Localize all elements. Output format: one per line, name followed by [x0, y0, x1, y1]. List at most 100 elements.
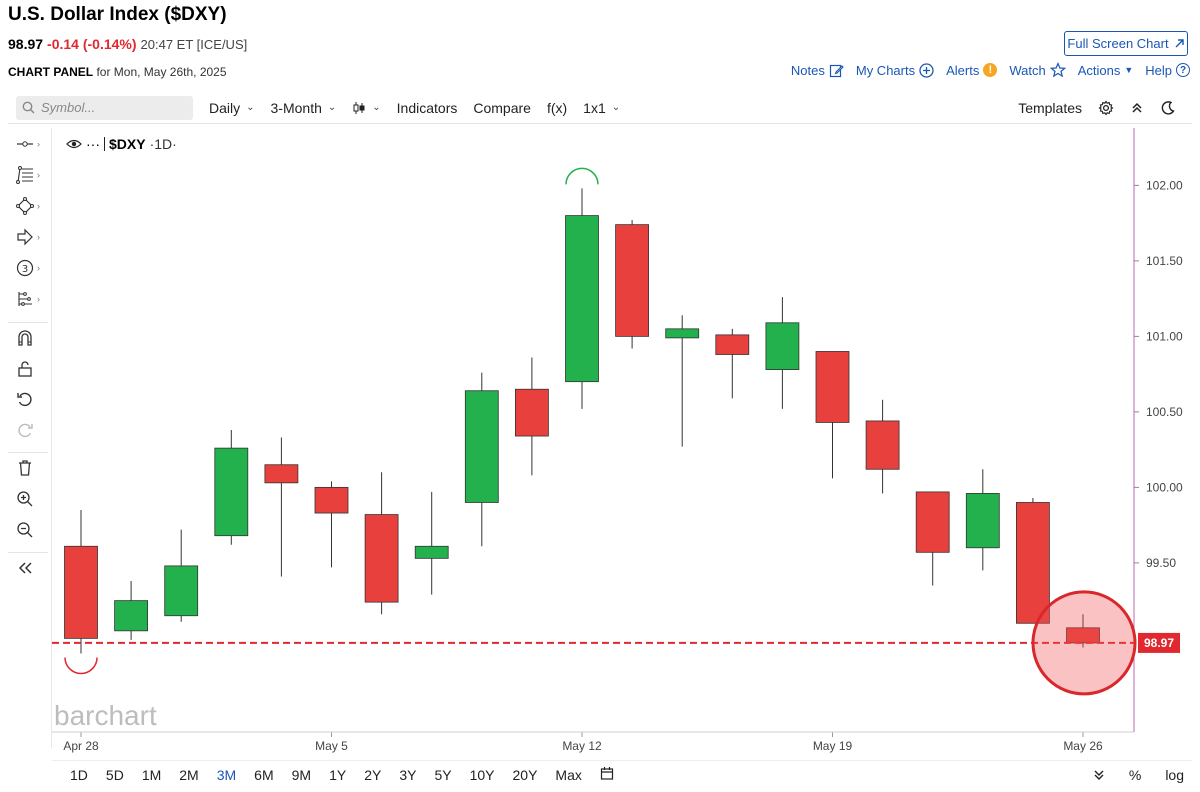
symbol-search-input[interactable]: Symbol...: [16, 95, 193, 120]
help-label: Help: [1145, 62, 1172, 78]
x-tick-label: May 26: [1063, 739, 1103, 753]
range-3m[interactable]: 3M: [216, 766, 237, 783]
candle: [565, 188, 599, 409]
range-5y[interactable]: 5Y: [434, 766, 452, 783]
help-button[interactable]: Help ?: [1145, 63, 1190, 78]
top-actions: Notes My Charts Alerts ! Watch Actions ▼…: [791, 62, 1190, 78]
candle: [214, 430, 249, 545]
full-screen-chart-button[interactable]: Full Screen Chart: [1064, 31, 1188, 56]
range-2y[interactable]: 2Y: [364, 766, 382, 783]
chart-type-select[interactable]: ⌄: [352, 101, 381, 115]
log-scale-toggle[interactable]: log: [1165, 766, 1184, 783]
range-1m[interactable]: 1M: [141, 766, 162, 783]
double-chevron-down-icon[interactable]: [1093, 769, 1105, 781]
chevron-right-icon: ›: [37, 294, 40, 304]
templates-button[interactable]: Templates: [1018, 99, 1082, 116]
chevron-down-icon: ⌄: [611, 102, 621, 113]
legend-interval: ·1D·: [149, 136, 177, 152]
range-label: 3-Month: [270, 99, 322, 116]
range-2m[interactable]: 2M: [179, 766, 199, 783]
delete-button[interactable]: [16, 456, 46, 480]
svg-text:3: 3: [22, 264, 28, 275]
collapse-sidebar-button[interactable]: [16, 556, 46, 580]
range-select[interactable]: 3-Month ⌄: [271, 100, 337, 116]
y-tick-label: 99.50: [1146, 556, 1176, 570]
more-icon[interactable]: ···: [86, 136, 100, 152]
candle-body: [565, 215, 599, 383]
quote-meta: 20:47 ET [ICE/US]: [140, 37, 248, 52]
magnet-button[interactable]: [16, 326, 46, 350]
range-1y[interactable]: 1Y: [329, 766, 347, 783]
x-tick-label: Apr 28: [63, 739, 99, 753]
last-price: 98.97: [8, 36, 44, 52]
layout-select[interactable]: 1x1 ⌄: [583, 100, 620, 116]
panel-label: CHART PANEL: [8, 65, 94, 79]
magnet-icon: [18, 330, 32, 346]
pattern-tool[interactable]: ›: [16, 287, 46, 311]
collapse-icon[interactable]: [1130, 101, 1144, 115]
range-3y[interactable]: 3Y: [399, 766, 417, 783]
candle-body: [414, 545, 449, 559]
range-10y[interactable]: 10Y: [469, 766, 495, 783]
range-9m[interactable]: 9M: [291, 766, 312, 783]
candle: [314, 481, 349, 568]
alerts-button[interactable]: Alerts !: [946, 63, 998, 78]
zoom-in-icon: [17, 491, 33, 507]
fib-tool[interactable]: ›: [16, 163, 46, 187]
line-tool[interactable]: ›: [16, 132, 46, 156]
tools-divider: [8, 322, 48, 323]
shape-tool[interactable]: ›: [16, 194, 46, 218]
range-6m[interactable]: 6M: [254, 766, 274, 783]
candle: [164, 529, 199, 622]
period-low-marker: [64, 657, 98, 675]
redo-button[interactable]: [16, 419, 46, 443]
period-high-marker: [565, 167, 599, 185]
pattern-tool-icon: [18, 292, 32, 306]
range-1d[interactable]: 1D: [70, 766, 88, 783]
function-button[interactable]: f(x): [546, 99, 568, 116]
chevron-right-icon: ›: [37, 201, 40, 211]
range-20y[interactable]: 20Y: [512, 766, 538, 783]
chart-area[interactable]: 102.00 101.50 101.00 100.50 100.00 99.50 Apr 2…: [52, 128, 1200, 764]
candle: [464, 372, 499, 547]
candle: [414, 491, 449, 595]
shape-tool-icon: [16, 197, 34, 215]
zoom-in-button[interactable]: [16, 487, 46, 511]
candle-body: [815, 351, 850, 423]
watch-button[interactable]: Watch: [1009, 62, 1066, 78]
highlight-circle: [1031, 590, 1137, 696]
zoom-out-button[interactable]: [16, 518, 46, 542]
range-5d[interactable]: 5D: [105, 766, 124, 783]
undo-button[interactable]: [16, 388, 46, 412]
gear-icon[interactable]: [1098, 100, 1114, 116]
candles: [64, 188, 1100, 654]
notes-button[interactable]: Notes: [791, 63, 844, 78]
edit-icon: [829, 64, 844, 77]
range-max[interactable]: Max: [555, 766, 582, 783]
undo-icon: [17, 392, 32, 407]
counter-tool[interactable]: 3 ›: [16, 256, 46, 280]
percent-scale-toggle[interactable]: %: [1128, 766, 1142, 783]
x-tick-label: May 5: [315, 739, 348, 753]
range-bar-right: % log: [1093, 767, 1192, 783]
compare-button[interactable]: Compare: [473, 99, 531, 116]
y-tick-label: 100.00: [1146, 480, 1183, 494]
date-range-button[interactable]: [600, 766, 614, 783]
unlock-icon: [18, 361, 32, 377]
help-icon: ?: [1176, 63, 1190, 77]
candle-body: [514, 388, 549, 437]
lock-button[interactable]: [16, 357, 46, 381]
actions-menu[interactable]: Actions ▼: [1078, 63, 1134, 78]
interval-select[interactable]: Daily ⌄: [209, 100, 255, 116]
chevron-down-icon: ⌄: [246, 102, 255, 113]
indicators-button[interactable]: Indicators: [396, 99, 458, 116]
candle-body: [214, 447, 249, 537]
price-chart[interactable]: 102.00 101.50 101.00 100.50 100.00 99.50 Apr 2…: [52, 128, 1200, 760]
moon-icon[interactable]: [1160, 100, 1176, 116]
eye-icon[interactable]: [66, 138, 82, 150]
chevron-right-icon: ›: [37, 263, 40, 273]
candle-body: [464, 390, 499, 503]
arrow-tool[interactable]: ›: [16, 225, 46, 249]
my-charts-button[interactable]: My Charts: [856, 63, 934, 78]
symbol-placeholder: Symbol...: [41, 100, 96, 115]
